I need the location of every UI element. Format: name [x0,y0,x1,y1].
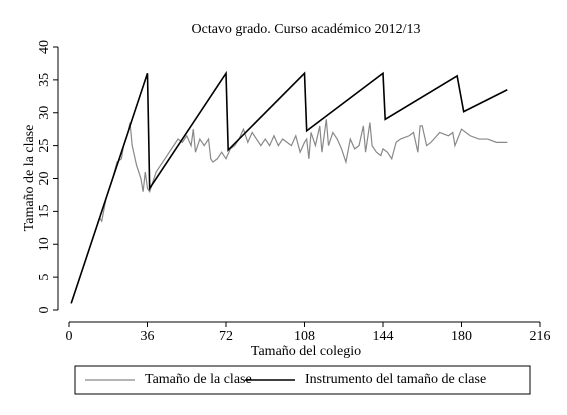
legend-box [74,365,531,395]
chart-title: Octavo grado. Curso académico 2012/13 [192,22,421,37]
y-tick-label: 35 [37,73,52,87]
series-line [70,119,508,304]
x-tick-label: 216 [530,329,551,344]
x-tick-label: 180 [451,329,472,344]
y-tick-label: 0 [37,307,52,314]
x-tick-label: 144 [373,329,394,344]
series-line [70,70,508,304]
y-tick-label: 20 [37,172,52,186]
y-tick-label: 30 [37,106,52,120]
y-tick-label: 10 [37,237,52,251]
legend-label: Tamaño de la clase [145,372,252,387]
x-tick-label: 72 [219,329,233,344]
y-axis-label: Tamaño de la clase [22,125,37,232]
x-tick-label: 36 [141,329,155,344]
x-axis-label: Tamaño del colegio [251,344,361,359]
x-tick-label: 0 [66,329,73,344]
y-tick-label: 40 [37,40,52,54]
legend-label: Instrumento del tamaño de clase [305,372,486,387]
y-tick-label: 25 [37,139,52,153]
y-tick-label: 15 [37,204,52,218]
x-tick-label: 108 [294,329,315,344]
y-tick-label: 5 [37,274,52,281]
